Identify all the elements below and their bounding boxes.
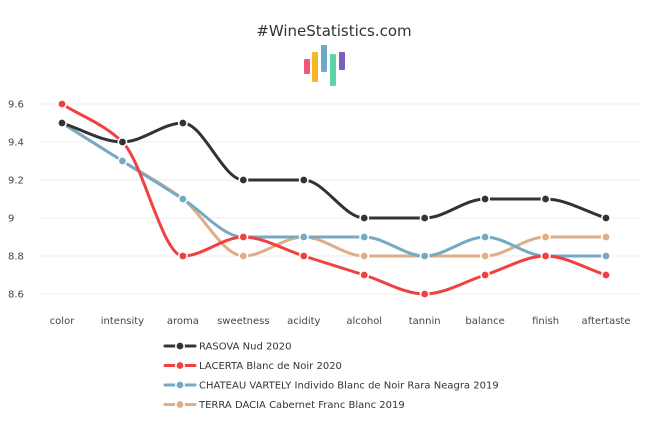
series-line (60, 121, 608, 220)
legend-swatch-marker (175, 360, 186, 371)
legend: RASOVA Nud 2020 LACERTA Blanc de Noir 202… (163, 340, 499, 411)
data-point[interactable] (359, 213, 370, 224)
data-point[interactable] (238, 175, 249, 186)
x-tick-label-tannin: tannin (409, 316, 441, 327)
y-axis-ticks: 8.6 8.8 9 9.2 9.4 9.6 (8, 100, 24, 301)
data-point[interactable] (600, 232, 611, 243)
x-tick-label-finish: finish (532, 316, 559, 327)
y-tick-label: 8.8 (8, 252, 24, 263)
logo-bar (321, 45, 327, 72)
logo-bar (330, 54, 336, 86)
data-point[interactable] (480, 232, 491, 243)
data-point[interactable] (540, 232, 551, 243)
x-tick-label-alcohol: alcohol (346, 316, 382, 327)
y-tick-label: 8.6 (8, 290, 24, 301)
data-point[interactable] (177, 118, 188, 129)
legend-label: RASOVA Nud 2020 (199, 342, 291, 353)
data-point[interactable] (298, 232, 309, 243)
series-lines (56, 99, 611, 299)
x-tick-label-intensity: intensity (101, 316, 144, 327)
data-point[interactable] (600, 213, 611, 224)
data-point[interactable] (298, 251, 309, 262)
data-point[interactable] (600, 251, 611, 262)
data-point[interactable] (540, 251, 551, 262)
data-point[interactable] (177, 251, 188, 262)
y-tick-label: 9.6 (8, 100, 24, 111)
data-point[interactable] (359, 232, 370, 243)
data-point[interactable] (238, 251, 249, 262)
logo-bar (339, 52, 345, 70)
legend-swatch-marker (175, 379, 186, 390)
x-tick-label-color: color (50, 316, 76, 327)
legend-swatch-marker (175, 340, 186, 351)
legend-item-lacerta-blanc-de-noir-2020[interactable]: LACERTA Blanc de Noir 2020 (163, 360, 342, 372)
y-gridlines (40, 103, 640, 295)
data-point[interactable] (56, 118, 67, 129)
x-tick-label-sweetness: sweetness (217, 316, 270, 327)
data-point[interactable] (238, 232, 249, 243)
data-point[interactable] (600, 269, 611, 280)
legend-swatch-marker (175, 399, 186, 410)
series-rasova-nud-2020 (56, 118, 611, 224)
series-line (60, 102, 608, 296)
data-point[interactable] (419, 288, 430, 299)
legend-item-chateau-vartely-individo-blanc-de-noir-rara-neagra-2019[interactable]: CHATEAU VARTELY Individo Blanc de Noir R… (163, 379, 499, 392)
x-axis-ticks: color intensity aroma sweetness acidity alcoh… (50, 316, 631, 327)
data-point[interactable] (419, 213, 430, 224)
y-tick-label: 9.4 (8, 138, 24, 149)
legend-label: LACERTA Blanc de Noir 2020 (199, 361, 342, 372)
data-point[interactable] (480, 269, 491, 280)
series-line (60, 121, 608, 258)
data-point[interactable] (117, 156, 128, 167)
series-chateau-vartely-individo-blanc-de-noir-rara-neagra-2019 (56, 118, 611, 262)
site-title: #WineStatistics.com (256, 22, 411, 40)
series-terra-dacia-cabernet-franc-blanc-2019 (56, 118, 611, 262)
data-point[interactable] (117, 137, 128, 148)
data-point[interactable] (419, 251, 430, 262)
data-point[interactable] (56, 99, 67, 110)
legend-label: TERRA DACIA Cabernet Franc Blanc 2019 (198, 400, 405, 411)
logo-bar (312, 52, 318, 82)
y-tick-label: 9.2 (8, 176, 24, 187)
data-point[interactable] (359, 251, 370, 262)
legend-item-rasova-nud-2020[interactable]: RASOVA Nud 2020 (163, 340, 291, 353)
data-point[interactable] (298, 175, 309, 186)
logo-icon (304, 45, 345, 86)
data-point[interactable] (359, 269, 370, 280)
data-point[interactable] (540, 194, 551, 205)
x-tick-label-acidity: acidity (287, 316, 320, 327)
data-point[interactable] (480, 194, 491, 205)
y-tick-label: 9 (8, 214, 14, 225)
data-point[interactable] (480, 251, 491, 262)
legend-item-terra-dacia-cabernet-franc-blanc-2019[interactable]: TERRA DACIA Cabernet Franc Blanc 2019 (163, 399, 405, 411)
x-tick-label-aroma: aroma (167, 316, 199, 327)
data-point[interactable] (177, 194, 188, 205)
logo-bar (304, 59, 310, 74)
x-tick-label-balance: balance (465, 316, 504, 327)
legend-label: CHATEAU VARTELY Individo Blanc de Noir R… (199, 381, 499, 392)
x-tick-label-aftertaste: aftertaste (582, 316, 631, 327)
